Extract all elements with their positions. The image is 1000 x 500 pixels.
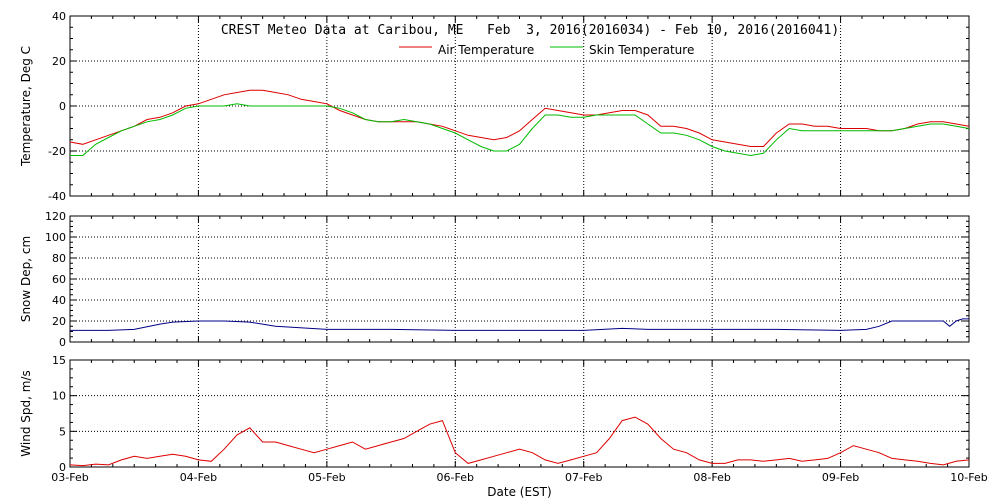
chart-layer: -40 -20 0 20 40 Temperature, Deg C 0 20 40 60 80 10…	[19, 10, 988, 499]
y-tick-label-wind-speed: 10	[52, 390, 66, 403]
y-tick-label-wind-speed: 15	[52, 354, 66, 367]
y-tick-label-temperature: 20	[52, 55, 66, 68]
series-line-wind-speed-0	[69, 416, 970, 467]
y-tick-label-snow-depth: 80	[52, 252, 66, 265]
y-tick-label-snow-depth: 20	[52, 315, 66, 328]
x-axis-title: Date (EST)	[487, 485, 551, 499]
y-tick-label-temperature: -40	[48, 190, 66, 203]
y-tick-label-snow-depth: 100	[45, 231, 66, 244]
x-tick-label: 06-Feb	[437, 471, 474, 484]
y-tick-label-wind-speed: 0	[59, 461, 66, 474]
series-line-snow-depth-0	[70, 318, 969, 331]
x-tick-label: 09-Feb	[822, 471, 859, 484]
x-tick-label: 05-Feb	[308, 471, 345, 484]
y-axis-title-snow-depth: Snow Dep, cm	[19, 236, 33, 322]
x-tick-label: 04-Feb	[180, 471, 217, 484]
y-tick-label-snow-depth: 60	[52, 273, 66, 286]
x-tick-label: 10-Feb	[950, 471, 987, 484]
chart-title: CREST Meteo Data at Caribou, ME Feb 3, 2…	[221, 23, 839, 38]
plot-frame-wind-speed	[69, 359, 970, 468]
series-line-temperature-1	[70, 103, 970, 157]
legend-label-1: Skin Temperature	[589, 43, 694, 57]
series-line-temperature-0	[69, 89, 970, 147]
y-tick-label-temperature: 0	[59, 100, 66, 113]
y-axis-title-temperature: Temperature, Deg C	[19, 46, 33, 167]
y-tick-label-temperature: -20	[48, 145, 66, 158]
y-tick-label-wind-speed: 5	[59, 425, 66, 438]
y-tick-label-temperature: 40	[52, 10, 66, 23]
x-tick-label: 07-Feb	[565, 471, 602, 484]
y-tick-label-snow-depth: 120	[45, 210, 66, 223]
x-tick-label: 08-Feb	[693, 471, 730, 484]
legend-label-0: Air Temperature	[438, 43, 534, 57]
plot-frame-snow-depth	[69, 215, 970, 343]
y-tick-label-snow-depth: 40	[52, 294, 66, 307]
y-tick-label-snow-depth: 0	[59, 336, 66, 349]
x-tick-label: 03-Feb	[51, 471, 88, 484]
y-axis-title-wind-speed: Wind Spd, m/s	[19, 370, 33, 456]
